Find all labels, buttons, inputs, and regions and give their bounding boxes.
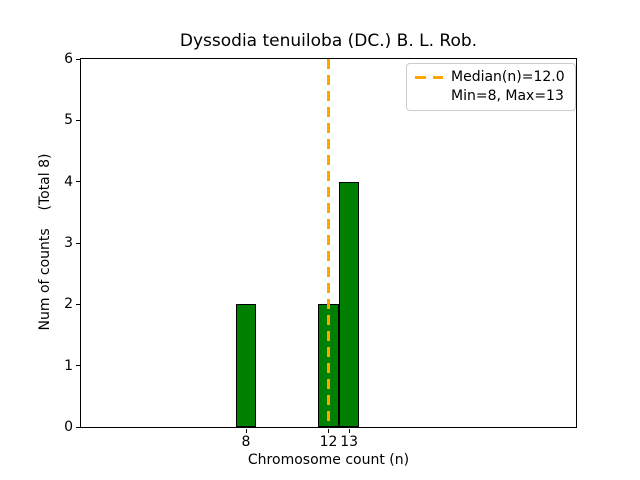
- y-tick-label: 0: [64, 419, 73, 435]
- median-dashed-line-sample: [415, 76, 443, 79]
- legend-label-median: Median(n)=12.0: [451, 69, 565, 85]
- legend-row-median: Median(n)=12.0: [415, 69, 565, 86]
- x-tick-label: 8: [241, 434, 251, 450]
- legend: Median(n)=12.0 Min=8, Max=13: [406, 63, 576, 111]
- y-tick-label: 5: [64, 112, 73, 129]
- x-axis-label: Chromosome count (n): [247, 452, 410, 468]
- x-tick-label: 12: [319, 434, 338, 450]
- median-line: [327, 59, 330, 427]
- legend-label-minmax: Min=8, Max=13: [451, 88, 564, 104]
- y-tick-mark: [76, 181, 80, 183]
- x-tick-label: 13: [340, 434, 359, 450]
- legend-handle-blank: [415, 95, 443, 98]
- x-tick-mark: [328, 429, 329, 433]
- plot-area: 0 1 2 3 4 5 6 8 12 13: [64, 51, 577, 450]
- y-tick-label: 4: [64, 173, 73, 190]
- x-tick-mark: [245, 429, 247, 433]
- y-tick-label: 2: [64, 296, 73, 313]
- legend-row-minmax: Min=8, Max=13: [415, 88, 565, 105]
- y-tick-label: 3: [64, 235, 73, 251]
- x-tick-mark: [348, 429, 350, 433]
- y-tick-mark: [76, 119, 80, 121]
- y-tick-mark: [76, 365, 80, 367]
- bar-n8: [235, 304, 257, 427]
- y-tick-mark: [76, 426, 80, 428]
- chart-title: Dyssodia tenuiloba (DC.) B. L. Rob.: [179, 31, 478, 51]
- y-tick-label: 6: [64, 51, 73, 67]
- y-tick-mark: [76, 303, 80, 305]
- bar-n13: [338, 181, 360, 427]
- y-tick-mark: [76, 242, 80, 244]
- y-tick-label: 1: [64, 357, 73, 374]
- y-tick-mark: [76, 58, 80, 60]
